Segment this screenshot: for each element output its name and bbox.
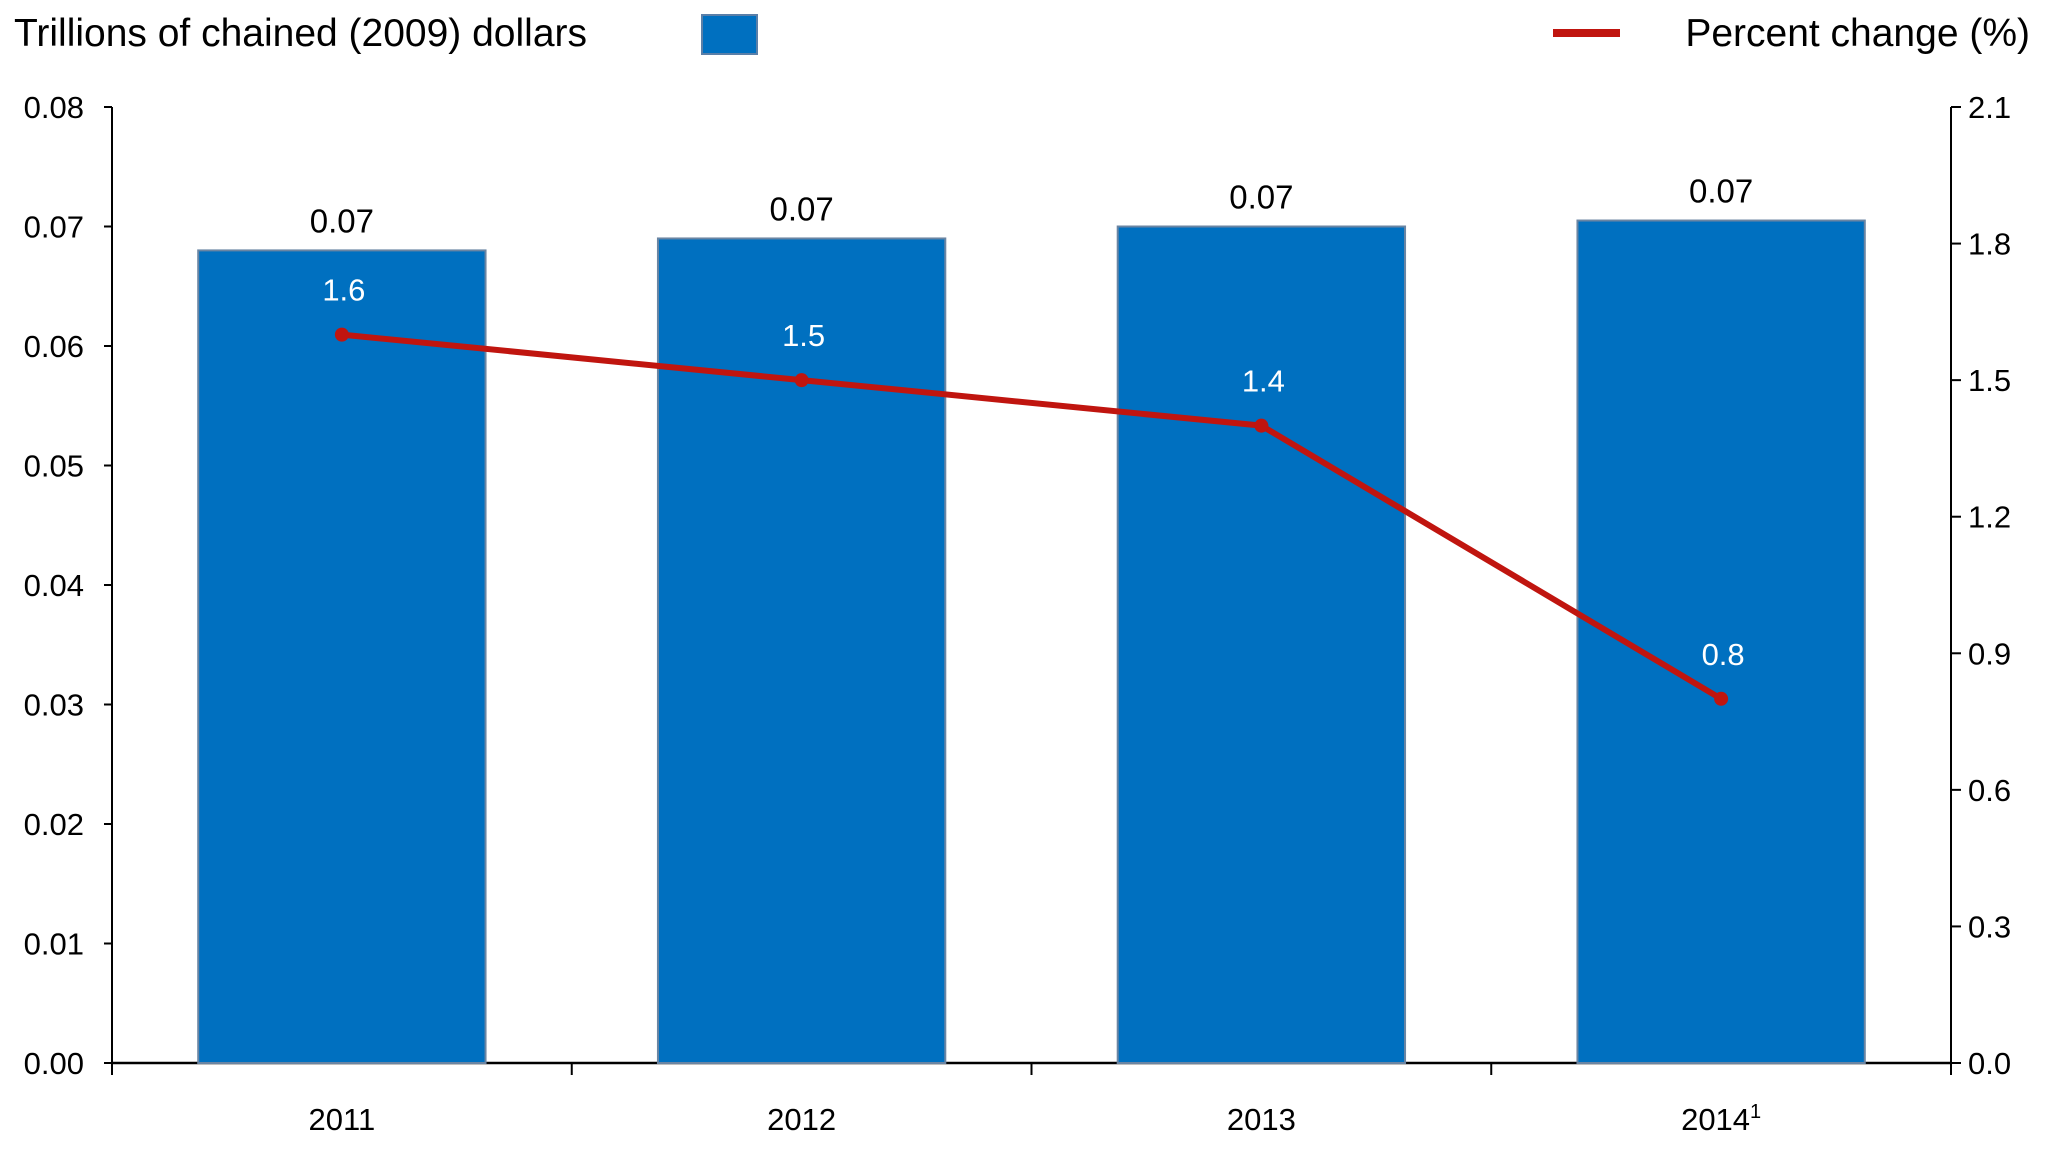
line-value-label: 0.8 <box>1702 637 1745 672</box>
legend-line-label: Percent change (%) <box>1685 12 2030 55</box>
bar-value-label: 0.07 <box>770 190 834 227</box>
left-axis-tick-label: 0.03 <box>24 688 84 723</box>
line-point <box>1254 418 1269 433</box>
x-axis-tick-label: 20141 <box>1681 1101 1761 1137</box>
left-axis-tick-label: 0.01 <box>24 927 84 962</box>
line-value-label: 1.5 <box>782 318 825 353</box>
left-axis-tick-label: 0.06 <box>24 329 84 364</box>
x-axis-tick-label: 2011 <box>309 1102 376 1137</box>
line-point <box>334 327 349 342</box>
legend: Trillions of chained (2009) dollars Perc… <box>14 12 2030 55</box>
bars: 0.07 0.07 0.07 0.07 <box>197 173 1866 1064</box>
right-axis-tick-label: 0.6 <box>1968 773 2011 808</box>
line-value-label: 1.4 <box>1242 364 1285 399</box>
left-axis-tick-label: 0.08 <box>24 90 84 125</box>
right-axis-tick-label: 0.0 <box>1968 1046 2011 1081</box>
bar <box>656 237 947 1064</box>
right-axis-tick-label: 1.5 <box>1968 363 2011 398</box>
x-axis-tick-label: 2013 <box>1227 1102 1296 1137</box>
category-label: 2014 <box>1681 1102 1750 1137</box>
bar-value-label: 0.07 <box>1229 179 1293 216</box>
right-axis-tick-label: 0.3 <box>1968 909 2011 944</box>
left-axis-tick-label: 0.02 <box>24 807 84 842</box>
line-series: 1.6 1.5 1.4 0.8 <box>322 273 1745 706</box>
x-axis-tick-label: 2012 <box>767 1102 836 1137</box>
line-value-label: 1.6 <box>322 273 365 308</box>
left-axis-tick-label: 0.07 <box>24 210 84 245</box>
left-axis-tick-label: 0.05 <box>24 449 84 484</box>
right-axis-tick-label: 1.2 <box>1968 500 2011 535</box>
bar <box>197 249 487 1064</box>
bar-value-label: 0.07 <box>1689 173 1753 210</box>
legend-bar-swatch <box>701 14 758 55</box>
legend-bar-label: Trillions of chained (2009) dollars <box>14 12 587 55</box>
footnote-superscript: 1 <box>1750 1101 1761 1123</box>
category-label: 2013 <box>1227 1102 1296 1137</box>
line-point <box>1714 691 1729 706</box>
left-axis-tick-label: 0.00 <box>24 1046 84 1081</box>
right-axis-tick-label: 0.9 <box>1968 636 2011 671</box>
axes: 0.00 0.01 0.02 0.03 0.04 0.05 0.06 0.07 0.08 0.0 0… <box>24 90 2011 1137</box>
right-axis-tick-label: 2.1 <box>1968 90 2011 125</box>
percent-change-line <box>341 331 1723 702</box>
category-label: 2011 <box>309 1102 376 1137</box>
bar-value-label: 0.07 <box>310 202 374 239</box>
line-point <box>794 373 809 388</box>
right-axis-tick-label: 1.8 <box>1968 227 2011 262</box>
bar <box>1116 225 1407 1064</box>
category-label: 2012 <box>767 1102 836 1137</box>
left-axis-tick-label: 0.04 <box>24 568 84 603</box>
